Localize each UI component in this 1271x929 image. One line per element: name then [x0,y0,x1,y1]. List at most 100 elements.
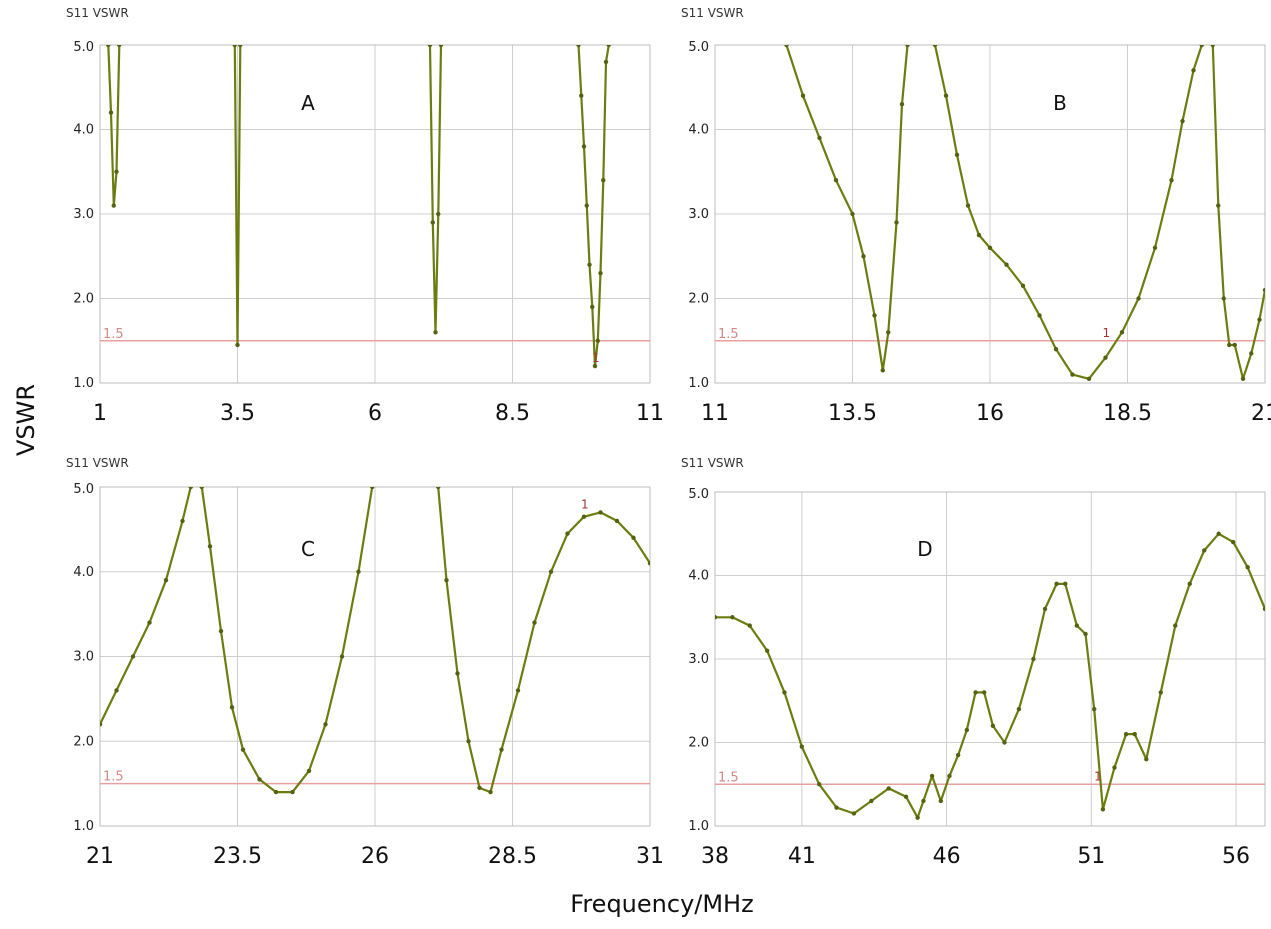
data-point [108,110,114,115]
y-tick-label: 3.0 [73,650,94,665]
data-point [784,45,789,48]
series-group [106,45,611,369]
data-point [240,747,246,752]
marker-label: 1 [1094,769,1102,783]
x-tick-label: 11 [701,401,729,426]
data-point [477,785,482,791]
data-point [257,777,262,782]
data-point [532,620,537,625]
x-tick-label: 46 [933,844,961,869]
data-point [199,487,204,490]
series-line [933,45,1203,380]
data-point [238,45,243,48]
y-tick-label: 3.0 [73,207,94,222]
marker-label: 1 [1103,326,1111,340]
series-line [577,45,610,368]
data-point [606,45,611,48]
data-point [817,135,822,141]
data-point [1262,287,1265,293]
data-point [576,45,581,48]
data-point [106,45,111,48]
y-tick-label: 5.0 [688,40,709,55]
y-tick-label: 4.0 [73,123,94,138]
x-tick-label: 6 [368,401,382,426]
data-point [444,578,449,583]
y-tick-label: 5.0 [688,487,709,502]
data-point [903,794,909,799]
data-point [1262,606,1265,612]
data-point [273,789,279,795]
series-line [437,487,650,794]
data-point [114,169,119,174]
x-tick-label: 8.5 [495,401,530,426]
data-point [1199,45,1204,48]
series-line [107,45,121,207]
data-point [598,270,603,276]
data-point [1232,342,1237,348]
data-point [1070,372,1075,377]
data-point [370,487,375,490]
data-point [990,723,996,728]
data-point [834,805,839,810]
data-point [111,203,116,208]
data-point [1002,740,1007,745]
data-point [436,211,441,217]
data-point [290,789,295,795]
data-point [1227,342,1232,348]
data-point [595,338,600,343]
data-point [587,262,592,267]
marker-label: 1 [581,497,589,511]
data-point [114,688,119,693]
panel-label: C [301,537,315,561]
data-point [1257,317,1262,322]
plot-frame [714,44,1266,384]
data-point [715,615,718,620]
data-point [817,782,822,787]
x-tick-label: 1 [93,401,107,426]
data-point [929,773,935,779]
data-point [438,45,444,48]
data-point [1086,376,1092,381]
data-point [207,544,213,549]
x-tick-label: 13.5 [828,401,877,426]
data-point [851,811,857,816]
data-point [581,144,587,149]
data-point [987,245,993,250]
data-point [1180,118,1185,124]
data-point [955,752,961,758]
y-tick-label: 2.0 [688,736,709,751]
data-point [886,330,891,335]
data-point [915,815,920,820]
plot-frame [714,491,1266,827]
data-point [565,531,570,536]
x-tick-label: 21 [86,844,114,869]
data-point [603,59,609,65]
data-point [455,671,460,676]
y-tick-label: 3.0 [688,207,709,222]
data-point [764,648,770,653]
x-tick-label: 31 [636,844,664,869]
data-point [938,798,943,804]
data-point [188,487,193,490]
y-tick-label: 1.0 [73,819,94,834]
data-point [229,705,235,710]
data-point [872,313,877,318]
y-tick-label: 2.0 [688,292,709,307]
y-tick-label: 1.0 [73,376,94,391]
y-tick-label: 5.0 [73,40,94,55]
data-point [880,368,885,373]
data-point [581,514,587,519]
x-tick-label: 16 [976,401,1004,426]
data-point [869,798,874,804]
data-point [1042,606,1048,612]
data-point [973,690,978,695]
data-point [631,535,636,541]
data-point [1230,539,1236,545]
data-point [323,722,328,727]
data-point [850,211,855,217]
data-point [932,45,938,48]
data-point [180,518,185,524]
data-point [1119,330,1125,335]
data-point [899,101,905,107]
marker-label: 1 [592,351,600,365]
